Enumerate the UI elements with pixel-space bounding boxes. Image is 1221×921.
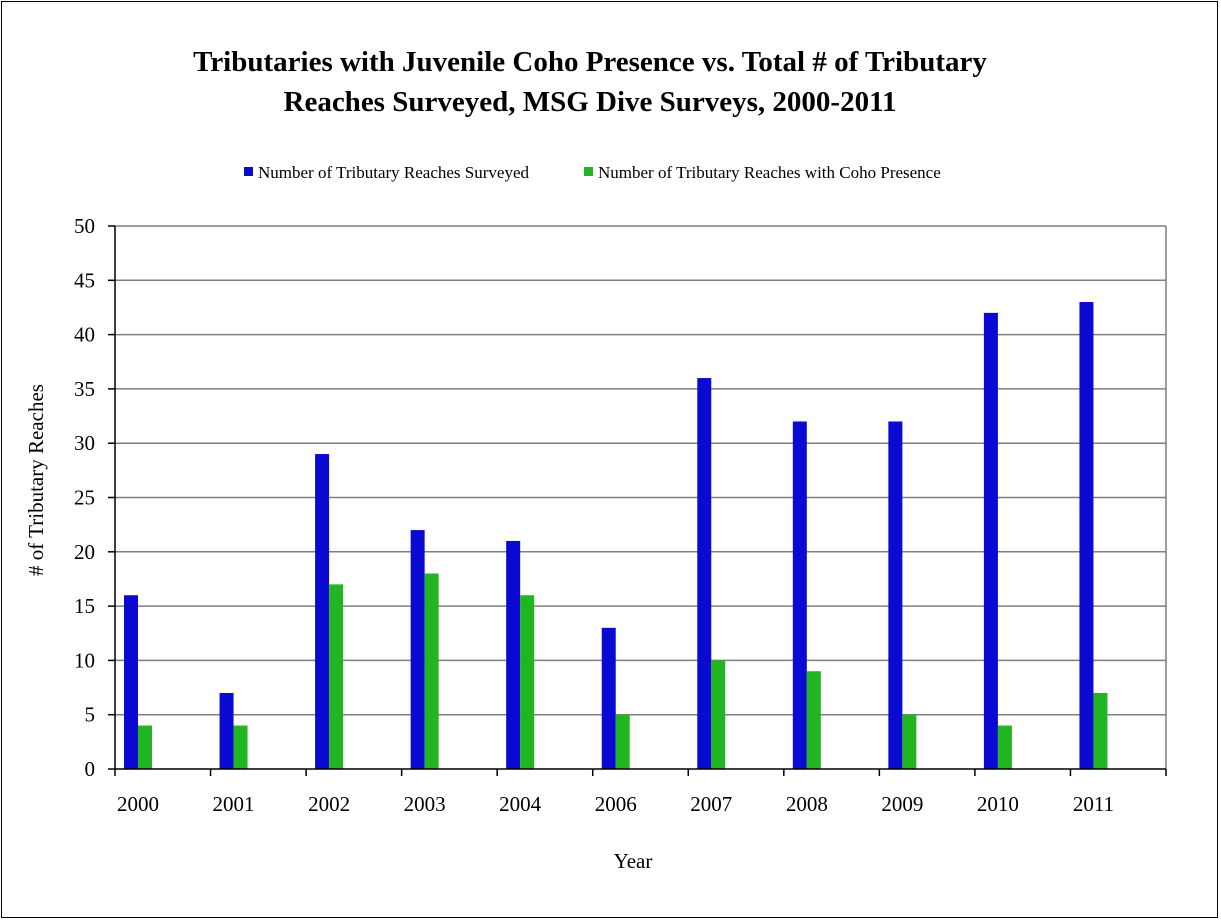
chart-title: Tributaries with Juvenile Coho Presence …	[193, 46, 987, 118]
x-tick-label-2001: 2001	[213, 792, 255, 816]
bar-coho-2009	[902, 714, 917, 769]
bar-surveyed-2010	[983, 312, 998, 769]
legend-label-surveyed: Number of Tributary Reaches Surveyed	[258, 163, 530, 182]
bar-coho-2011	[1093, 692, 1108, 769]
bar-surveyed-2003	[410, 530, 425, 769]
y-tick-label-30: 30	[74, 431, 95, 455]
x-tick-labels: 2000 2001 2002 2003 2004 2006 2007 2008 2009 2010…	[117, 792, 1114, 816]
legend-label-coho: Number of Tributary Reaches with Coho Pr…	[598, 163, 941, 182]
bar-coho-2003	[424, 573, 439, 769]
bar-surveyed-2008	[792, 421, 807, 769]
bar-coho-2008	[806, 671, 821, 769]
bar-surveyed-2009	[888, 421, 903, 769]
y-tick-label-35: 35	[74, 377, 95, 401]
bar-surveyed-2006	[601, 627, 616, 769]
x-tick-label-2006: 2006	[595, 792, 637, 816]
bar-surveyed-2011	[1079, 302, 1094, 769]
x-tick-label-2007: 2007	[690, 792, 732, 816]
bars	[124, 302, 1108, 769]
axes	[108, 225, 1167, 776]
y-tick-label-15: 15	[74, 594, 95, 618]
y-tick-label-5: 5	[85, 703, 96, 727]
chart-title-line-2: Reaches Surveyed, MSG Dive Surveys, 2000…	[284, 86, 897, 118]
bar-coho-2006	[615, 714, 630, 769]
x-tick-label-2010: 2010	[977, 792, 1019, 816]
x-tick-label-2003: 2003	[404, 792, 446, 816]
x-tick-label-2004: 2004	[499, 792, 542, 816]
bar-surveyed-2002	[315, 454, 330, 769]
bar-coho-2001	[233, 725, 248, 769]
y-tick-label-0: 0	[85, 757, 96, 781]
bar-coho-2000	[138, 725, 152, 769]
bar-coho-2004	[520, 595, 535, 769]
bar-coho-2002	[329, 584, 344, 769]
legend-swatch-coho	[584, 167, 593, 176]
y-tick-label-25: 25	[74, 486, 95, 510]
x-tick-label-2008: 2008	[786, 792, 828, 816]
bar-surveyed-2007	[697, 378, 712, 769]
y-tick-label-50: 50	[74, 214, 95, 238]
legend: Number of Tributary Reaches Surveyed Num…	[244, 163, 941, 182]
y-tick-label-20: 20	[74, 540, 95, 564]
bar-coho-2010	[997, 725, 1012, 769]
x-axis-label: Year	[614, 849, 653, 873]
bar-surveyed-2004	[506, 540, 521, 769]
x-tick-label-2002: 2002	[308, 792, 350, 816]
y-tick-label-10: 10	[74, 648, 95, 672]
bar-surveyed-2000	[124, 595, 138, 769]
y-tick-label-45: 45	[74, 268, 95, 292]
bar-coho-2007	[711, 660, 726, 769]
legend-swatch-surveyed	[244, 167, 253, 176]
chart-title-line-1: Tributaries with Juvenile Coho Presence …	[193, 46, 987, 78]
y-axis-label: # of Tributary Reaches	[24, 384, 48, 576]
bar-surveyed-2001	[219, 692, 234, 769]
x-tick-label-2011: 2011	[1073, 792, 1114, 816]
x-tick-label-2009: 2009	[881, 792, 923, 816]
y-tick-labels: 0 5 10 15 20 25 30 35 40 45 50	[74, 214, 95, 781]
y-tick-label-40: 40	[74, 323, 95, 347]
gridlines	[115, 225, 1166, 716]
x-tick-label-2000: 2000	[117, 792, 159, 816]
